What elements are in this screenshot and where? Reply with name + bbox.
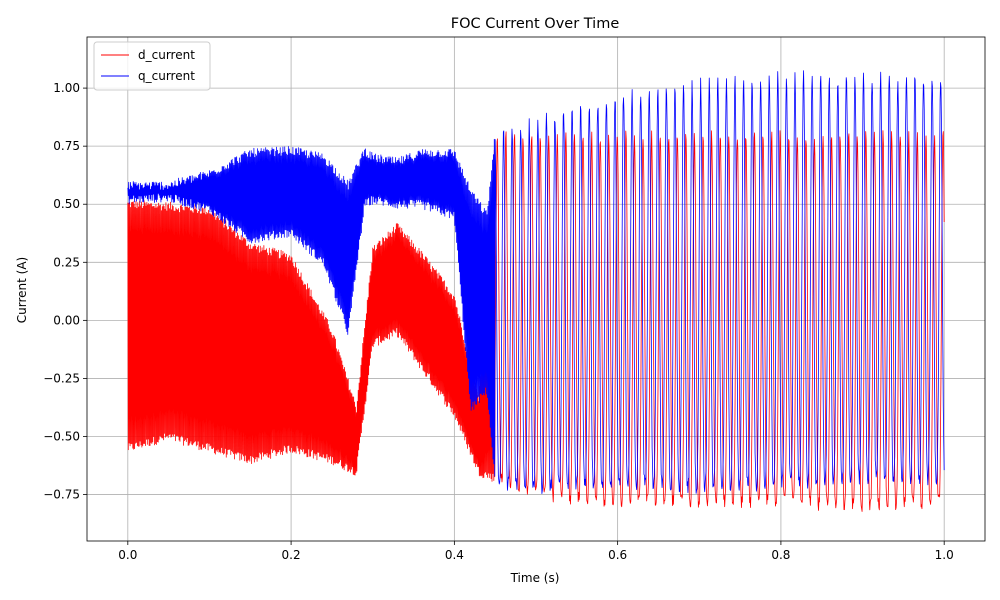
x-tick-label: 0.8 [771,548,790,562]
y-axis-label: Current (A) [15,257,29,323]
x-axis-label: Time (s) [510,571,560,585]
series-line-q-current [127,70,945,494]
legend: d_current q_current [93,41,211,91]
series-line-d-current [127,130,945,512]
x-tick-label: 0.0 [118,548,137,562]
x-tick-label: 0.4 [445,548,464,562]
legend-label-d-current: d_current [138,48,195,62]
y-axis-ticks: −0.75 −0.50 −0.25 0.00 0.25 0.50 0.75 1.00 [43,81,87,502]
y-tick-label: −0.75 [43,488,80,502]
y-tick-label: 0.50 [53,197,80,211]
y-tick-label: 1.00 [53,81,80,95]
x-axis-ticks: 0.0 0.2 0.4 0.6 0.8 1.0 [118,541,954,562]
x-tick-label: 0.6 [608,548,627,562]
chart-title: FOC Current Over Time [451,16,620,32]
y-tick-label: 0.75 [53,139,80,153]
plot-area-frame [86,36,986,542]
legend-label-q-current: q_current [138,69,195,83]
x-tick-label: 0.2 [282,548,301,562]
legend-box [93,41,211,91]
y-tick-label: −0.25 [43,371,80,385]
y-tick-label: 0.25 [53,255,80,269]
series-layer [127,70,945,512]
y-tick-label: −0.50 [43,429,80,443]
x-tick-label: 1.0 [935,548,954,562]
y-tick-label: 0.00 [53,313,80,327]
